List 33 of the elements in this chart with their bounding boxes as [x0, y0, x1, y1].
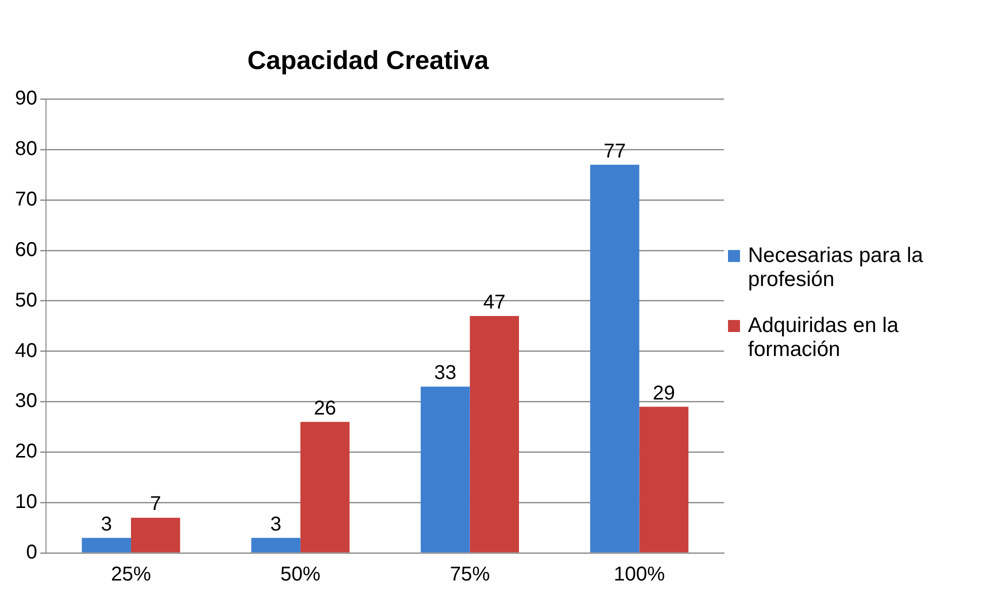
y-tick-label: 80	[14, 138, 38, 160]
bar	[639, 406, 688, 552]
y-tick-label: 20	[14, 440, 38, 463]
y-tick-label: 0	[26, 542, 38, 564]
bar	[590, 164, 640, 552]
data-label: 29	[652, 382, 675, 404]
x-tick-label: 50%	[280, 564, 321, 586]
x-tick-label: 75%	[450, 564, 490, 586]
x-tick-label: 25%	[110, 564, 152, 586]
legend-label: Necesarias para la profesión	[748, 244, 924, 292]
y-tick-label: 90	[14, 88, 38, 110]
data-label: 3	[270, 513, 282, 536]
bar	[470, 316, 519, 552]
y-tick-label: 30	[14, 390, 38, 412]
legend-label: Adquiridas en la formación	[748, 314, 900, 362]
data-label: 26	[314, 397, 336, 420]
data-label: 77	[604, 140, 626, 162]
y-tick-label: 60	[14, 238, 38, 261]
bar	[300, 422, 350, 552]
y-tick-label: 40	[14, 340, 38, 362]
data-label: 7	[150, 493, 162, 516]
bar	[130, 518, 180, 552]
data-label: 3	[100, 513, 112, 536]
x-tick-label: 100%	[614, 564, 666, 586]
y-tick-label: 70	[14, 188, 38, 211]
y-tick-label: 50	[14, 289, 38, 312]
data-label: 33	[434, 362, 456, 384]
bar	[420, 386, 470, 552]
y-tick-label: 10	[14, 491, 38, 514]
bar	[82, 538, 131, 552]
data-label: 47	[483, 292, 506, 314]
chart-title: Capacidad Creativa	[247, 44, 490, 75]
bar	[251, 538, 300, 552]
